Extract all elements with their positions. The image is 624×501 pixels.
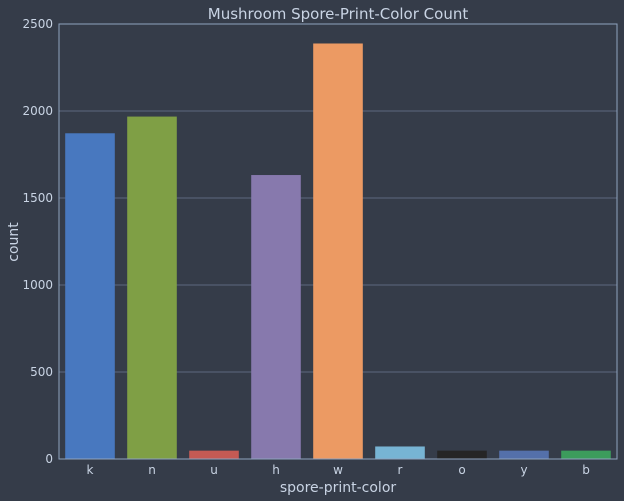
bar-y bbox=[499, 450, 549, 459]
x-tick-label: r bbox=[398, 463, 403, 477]
bars bbox=[65, 43, 611, 460]
bar-n bbox=[127, 116, 177, 460]
bar-b bbox=[561, 450, 611, 459]
x-tick-label: o bbox=[458, 463, 465, 477]
plot-frame bbox=[58, 23, 618, 460]
bar-r bbox=[375, 446, 425, 459]
x-tick-label: h bbox=[272, 463, 280, 477]
bar-k bbox=[65, 133, 115, 459]
y-axis-ticks: 0 500 1000 1500 2000 2500 bbox=[22, 17, 53, 466]
x-tick-label: b bbox=[582, 463, 590, 477]
y-axis-label: count bbox=[6, 222, 22, 262]
x-tick-label: u bbox=[210, 463, 218, 477]
bar-h bbox=[251, 175, 301, 460]
y-tick-label: 2000 bbox=[22, 104, 53, 118]
chart-title: Mushroom Spore-Print-Color Count bbox=[208, 5, 469, 23]
x-axis-label: spore-print-color bbox=[280, 480, 397, 496]
y-tick-label: 1500 bbox=[22, 191, 53, 205]
x-tick-label: y bbox=[520, 463, 527, 477]
y-tick-label: 500 bbox=[30, 365, 53, 379]
y-tick-label: 2500 bbox=[22, 17, 53, 31]
bar-o bbox=[437, 450, 487, 459]
x-tick-label: n bbox=[148, 463, 156, 477]
bar-u bbox=[189, 450, 239, 459]
bar-w bbox=[313, 43, 363, 459]
y-tick-label: 1000 bbox=[22, 278, 53, 292]
x-tick-label: k bbox=[87, 463, 94, 477]
y-tick-label: 0 bbox=[45, 452, 53, 466]
x-tick-label: w bbox=[333, 463, 343, 477]
